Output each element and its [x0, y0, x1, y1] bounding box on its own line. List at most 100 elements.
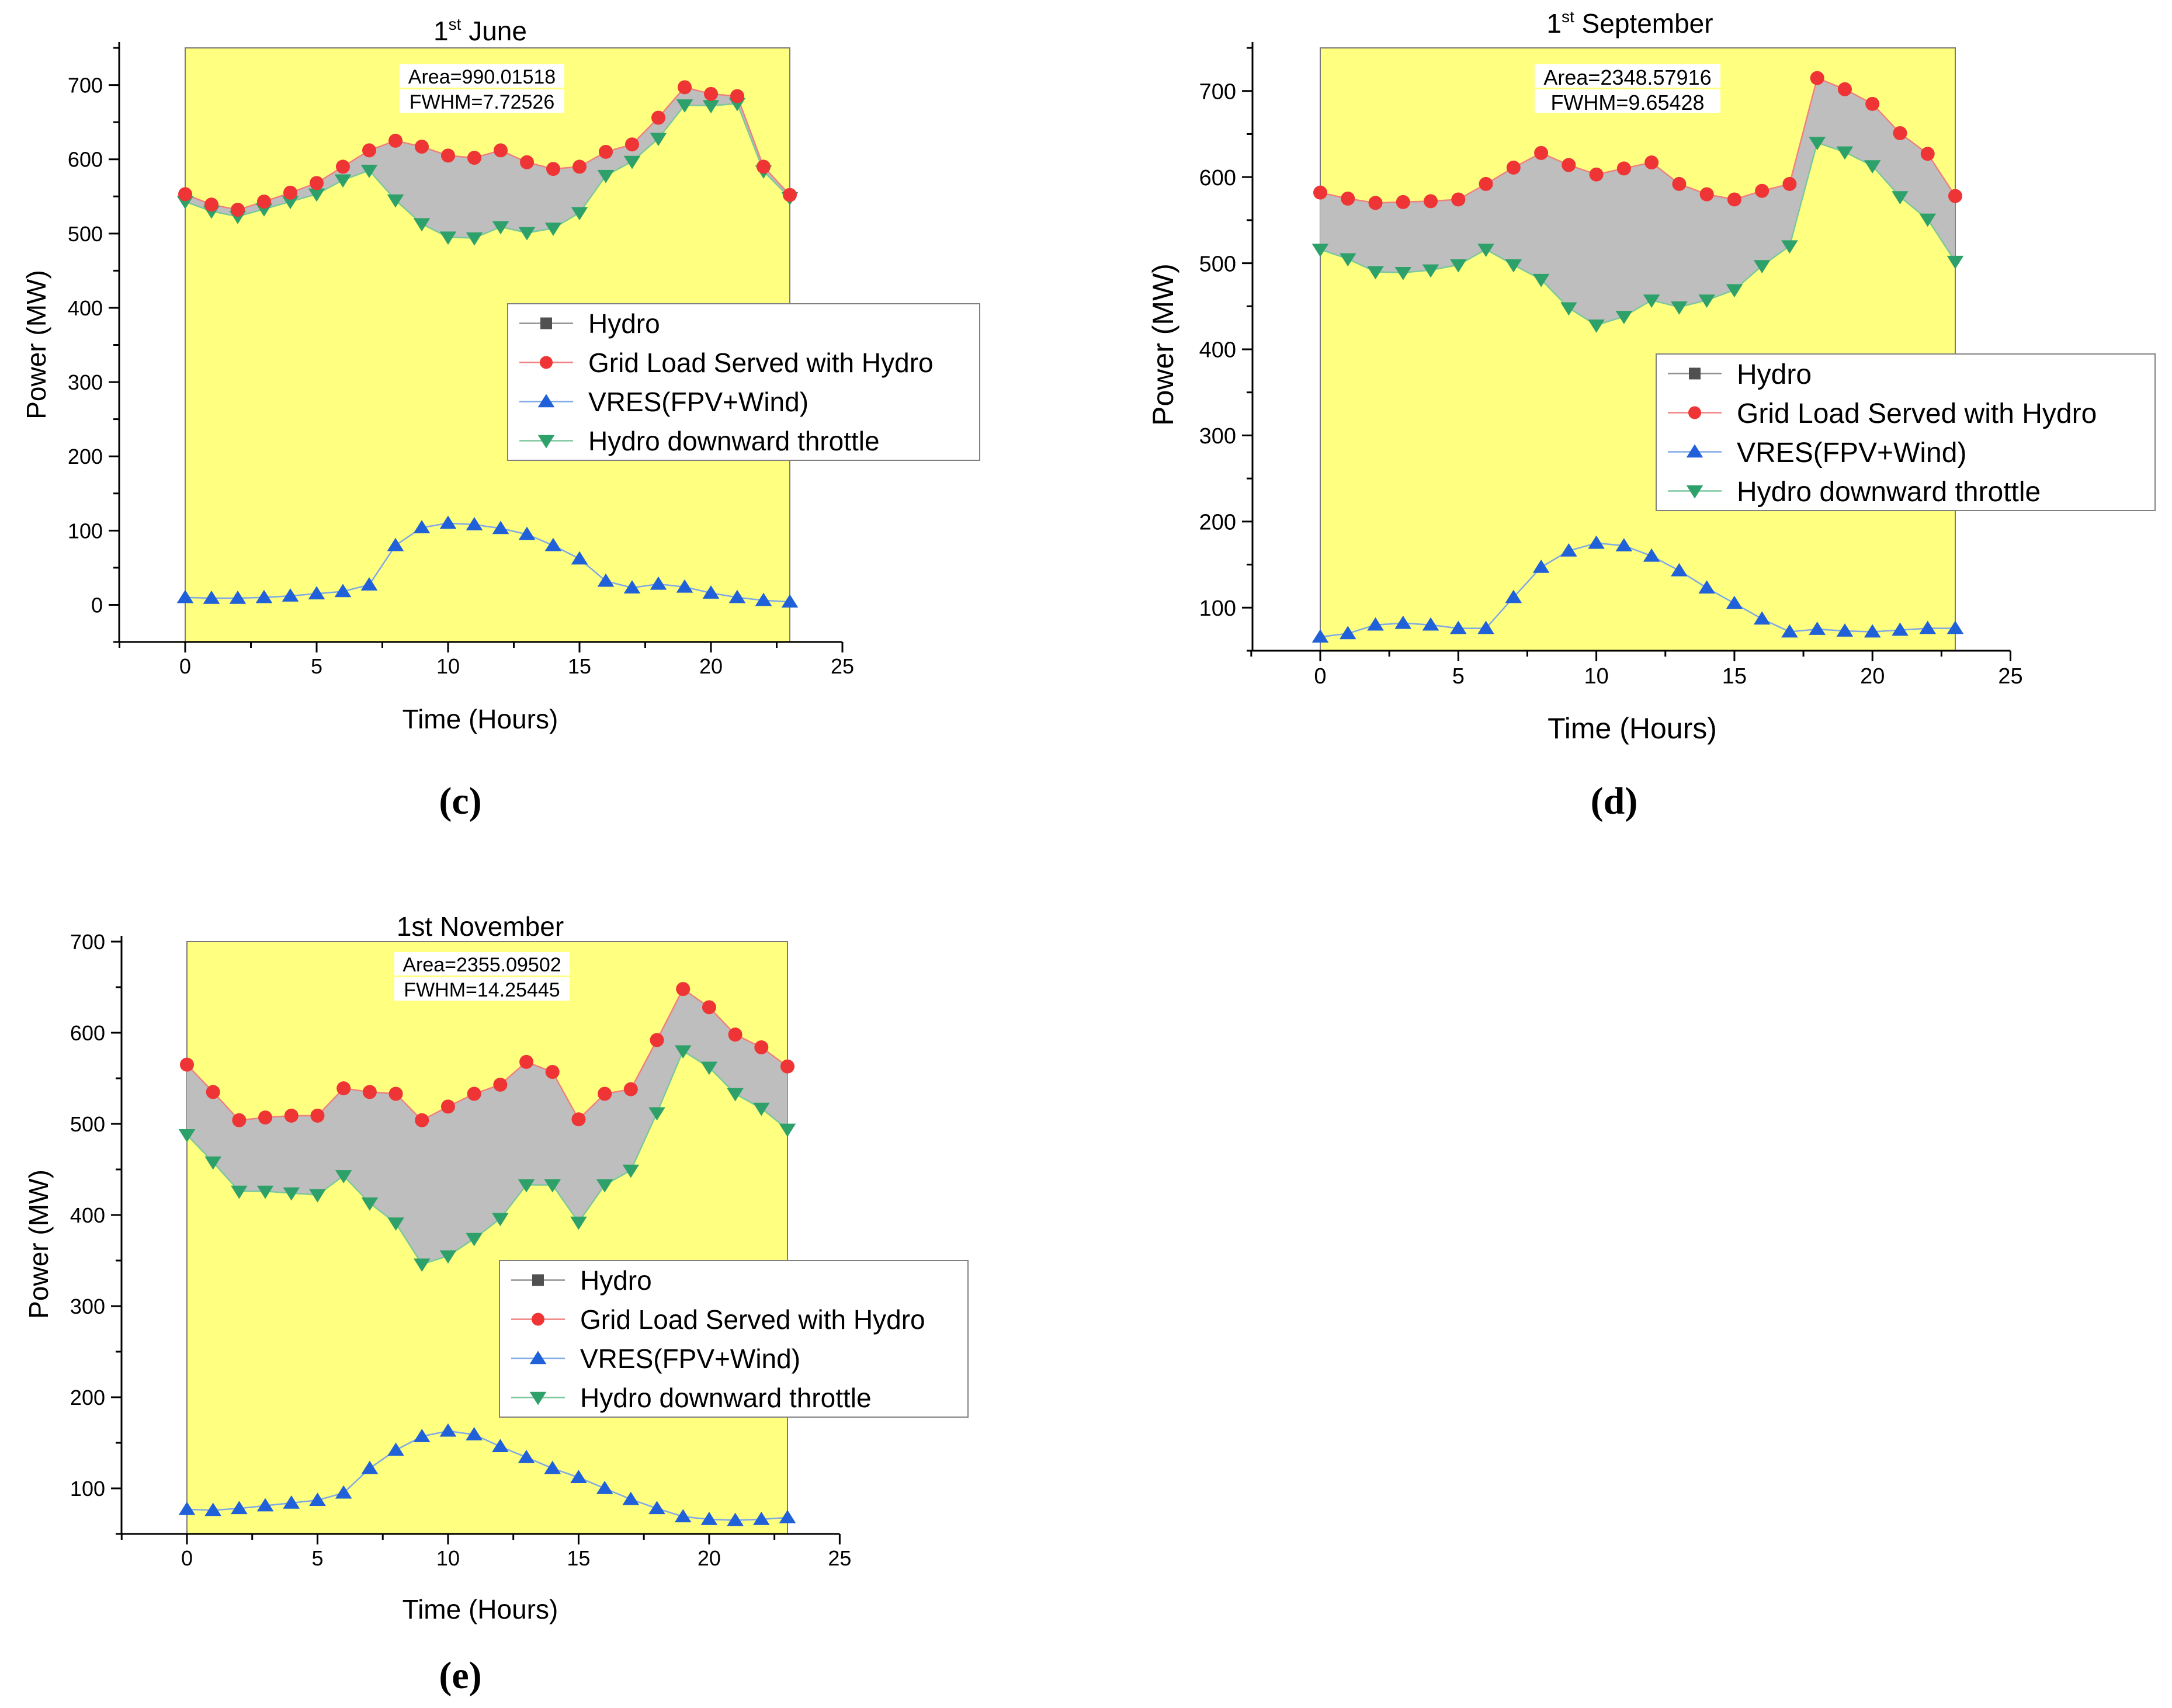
vres-point [204, 1502, 221, 1516]
x-tick-label: 5 [1452, 664, 1465, 689]
grid-load-point [1865, 96, 1880, 111]
legend-box [507, 303, 980, 461]
grid-load-point [258, 1110, 273, 1125]
fwhm-annotation: FWHM=14.25445 [404, 979, 560, 1001]
x-tick-label: 15 [1722, 664, 1747, 689]
x-tick-label: 20 [699, 654, 723, 678]
hydro-throttle-point [622, 1164, 640, 1178]
hydro-throttle-point [178, 1129, 196, 1143]
y-tick-label: 300 [68, 370, 103, 394]
grid-load-point [519, 1054, 534, 1069]
vres-point [360, 577, 378, 591]
y-tick-label: 700 [68, 74, 103, 98]
y-tick-label: 600 [68, 148, 103, 172]
legend-throttle-marker [537, 435, 555, 449]
hydro-throttle-point [623, 155, 641, 169]
x-tick-label: 5 [311, 654, 322, 678]
chart-title: 1st September [1546, 8, 1713, 39]
fwhm-annotation: FWHM=9.65428 [1550, 91, 1704, 114]
fwhm-annotation: FWHM=7.72526 [410, 91, 555, 113]
vres-point [753, 1512, 770, 1525]
hydro-throttle-point [1477, 244, 1494, 257]
vres-point [1505, 589, 1522, 603]
y-tick-label: 600 [1199, 166, 1236, 190]
grid-load-point [573, 159, 587, 174]
vres-point [779, 1509, 796, 1523]
vres-point [1615, 538, 1633, 551]
hydro-throttle-point [231, 1185, 248, 1199]
hydro-throttle-point [1450, 259, 1467, 273]
hydro-throttle-point [676, 99, 693, 113]
vres-point [176, 589, 194, 603]
vres-point [674, 1509, 692, 1523]
hydro-throttle-point [334, 174, 352, 188]
x-axis-label: Time (Hours) [403, 704, 558, 734]
grid-load-point [180, 1057, 194, 1072]
grid-load-point [1837, 82, 1852, 96]
grid-load-point [1893, 126, 1907, 140]
grid-load-point [1920, 147, 1935, 161]
area-annotation: Area=990.01518 [408, 66, 556, 88]
vres-point [282, 588, 299, 602]
hydro-throttle-point [1919, 213, 1937, 227]
grid-load-point [780, 1059, 794, 1074]
hydro-throttle-point [1809, 137, 1826, 151]
grid-load-point [388, 1086, 403, 1101]
vres-point [727, 1512, 744, 1526]
hydro-throttle-point [1560, 302, 1577, 316]
x-tick-label: 15 [568, 654, 591, 678]
x-axis-label: Time (Hours) [403, 1594, 558, 1624]
vres-point [178, 1501, 196, 1515]
legend-grid-load-marker [1688, 406, 1701, 419]
vres-point [1781, 624, 1798, 638]
hydro-throttle-point [1588, 319, 1605, 333]
vres-point [544, 1460, 561, 1474]
grid-load-point [1948, 189, 1962, 203]
grid-load-point [1341, 192, 1355, 206]
hydro-throttle-point [570, 1216, 587, 1230]
hydro-throttle-point [1698, 294, 1715, 308]
legend-label: Hydro [1737, 359, 1812, 390]
vres-point [439, 1423, 457, 1437]
legend-label: Hydro [580, 1265, 652, 1296]
y-tick-label: 300 [1199, 424, 1236, 449]
y-tick-label: 400 [1199, 338, 1236, 363]
hydro-throttle-point [387, 1217, 404, 1231]
vres-point [700, 1512, 718, 1525]
y-axis-label: Power (MW) [21, 270, 51, 419]
legend-label: VRES(FPV+Wind) [588, 387, 809, 417]
vres-point [518, 526, 536, 540]
hydro-throttle-point [492, 221, 509, 235]
grid-load-point [1451, 192, 1466, 207]
annotation-box: Area=990.01518 FWHM=7.72526 [400, 64, 564, 113]
annotation-box: Area=2348.57916 FWHM=9.65428 [1535, 64, 1720, 114]
y-tick-label: 300 [70, 1294, 105, 1318]
grid-load-point [232, 1113, 247, 1127]
vres-point [1450, 620, 1467, 634]
hydro-throttle-point [308, 188, 325, 202]
hydro-throttle-point [1339, 253, 1356, 267]
vres-point [1311, 629, 1329, 643]
legend: Hydro Grid Load Served with Hydro VRES(FPV… [1656, 353, 2156, 511]
vres-point [1698, 580, 1715, 594]
grid-load-point [1699, 187, 1714, 202]
vres-point [255, 589, 273, 603]
hydro-throttle-point [1753, 260, 1771, 273]
area-annotation: Area=2355.09502 [403, 954, 561, 976]
vres-point [1367, 617, 1384, 631]
grid-load-point [650, 1033, 664, 1047]
hydro-throttle-line [1320, 141, 1956, 327]
legend-label: Hydro downward throttle [588, 426, 880, 456]
vres-point [439, 515, 457, 529]
y-tick-label: 200 [70, 1386, 105, 1410]
grid-load-point [546, 162, 560, 176]
hydro-throttle-point [282, 196, 299, 210]
chart-title: 1st November [397, 911, 564, 942]
hydro-throttle-point [1311, 244, 1329, 257]
vres-point [1864, 624, 1881, 638]
vres-point [1588, 535, 1605, 549]
grid-load-point [1616, 161, 1631, 176]
grid-load-point [1479, 176, 1493, 191]
grid-load-point [415, 1113, 429, 1127]
